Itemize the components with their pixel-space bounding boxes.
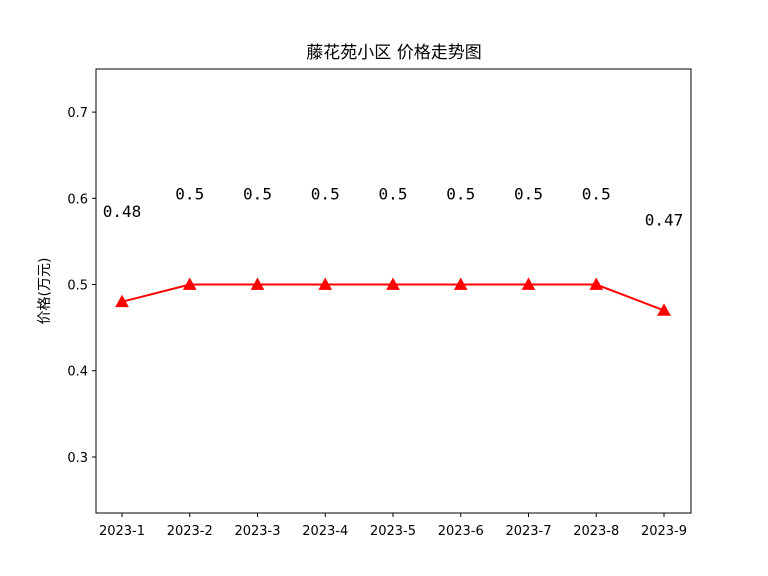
x-tick-label: 2023-8: [573, 524, 619, 539]
x-tick-label: 2023-1: [99, 524, 145, 539]
x-tick-label: 2023-2: [167, 524, 213, 539]
data-value-label: 0.5: [446, 185, 475, 204]
data-point-marker: [453, 277, 468, 290]
y-tick-label: 0.7: [67, 106, 88, 121]
y-axis: 0.3 0.4 0.5 0.6 0.7: [67, 106, 96, 466]
data-point-marker: [182, 277, 197, 290]
x-tick-label: 2023-7: [505, 524, 551, 539]
series-layer: 0.48 0.5 0.5 0.5 0.5 0.5 0.5 0.5 0.47: [103, 185, 684, 316]
data-point-marker: [250, 277, 265, 290]
y-tick-label: 0.6: [67, 192, 88, 207]
data-point-marker: [589, 277, 604, 290]
plot-area-frame: [95, 68, 692, 514]
y-tick-label: 0.5: [67, 279, 88, 294]
x-axis: 2023-1 2023-2 2023-3 2023-4 2023-5 2023-6 2023…: [99, 513, 687, 539]
data-point-marker: [318, 277, 333, 290]
x-tick-label: 2023-6: [438, 524, 484, 539]
y-axis-label: 价格(万元): [37, 258, 53, 325]
data-value-label: 0.5: [514, 185, 543, 204]
data-point-marker: [386, 277, 400, 290]
data-value-label: 0.5: [243, 185, 272, 204]
x-tick-label: 2023-9: [641, 524, 687, 539]
y-tick-label: 0.4: [67, 365, 88, 380]
y-tick-label: 0.3: [67, 451, 88, 466]
data-point-marker: [115, 294, 129, 308]
data-value-label: 0.48: [103, 202, 142, 221]
data-value-label: 0.5: [311, 185, 340, 204]
data-value-label: 0.47: [645, 210, 684, 229]
x-tick-label: 2023-4: [302, 524, 348, 539]
data-point-marker: [521, 277, 536, 290]
chart-title: 藤花苑小区 价格走势图: [306, 43, 481, 63]
data-value-label: 0.5: [175, 185, 204, 204]
data-value-label: 0.5: [379, 185, 408, 204]
data-point-marker: [657, 303, 671, 316]
x-tick-label: 2023-3: [234, 524, 280, 539]
data-value-label: 0.5: [582, 185, 611, 204]
x-tick-label: 2023-5: [370, 524, 416, 539]
